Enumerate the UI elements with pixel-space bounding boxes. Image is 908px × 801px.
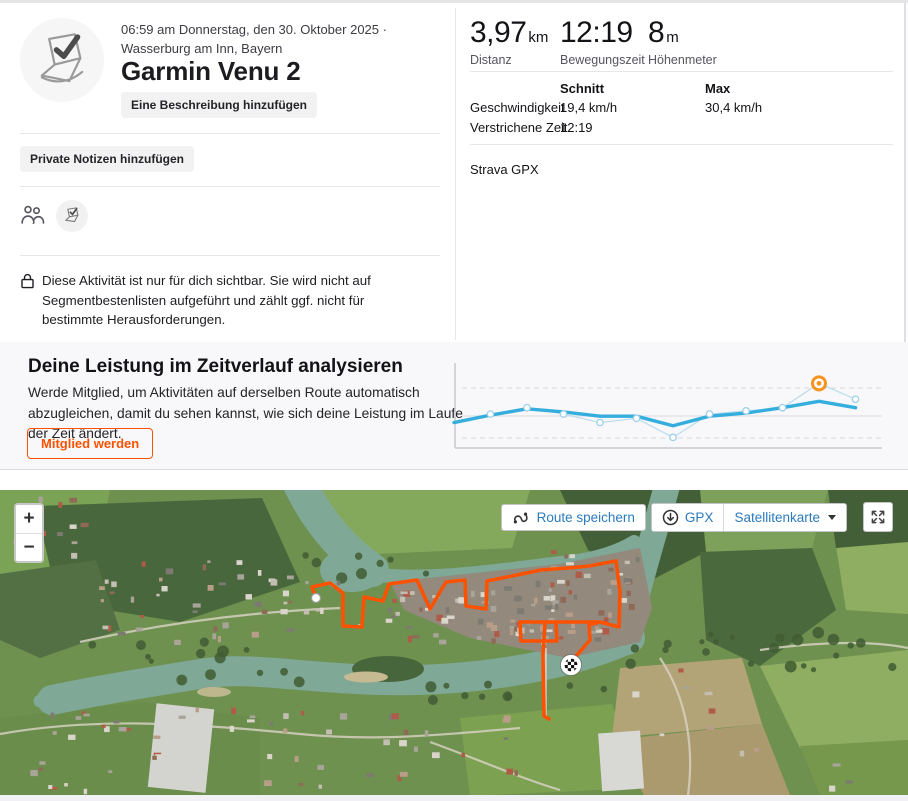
add-description-button[interactable]: Eine Beschreibung hinzufügen <box>121 92 318 118</box>
stat-label: Bewegungszeit <box>560 53 645 67</box>
activity-title: Garmin Venu 2 <box>121 56 301 86</box>
laptop-check-mini-icon <box>65 207 79 223</box>
scrollbar-track[interactable] <box>904 3 906 468</box>
stat-value: 8 <box>648 16 665 49</box>
activity-type-badge[interactable] <box>56 200 88 232</box>
table-header-avg: Schnitt <box>560 81 605 96</box>
top-divider <box>0 0 908 3</box>
route-finish-marker <box>560 654 582 676</box>
fullscreen-button[interactable] <box>863 502 893 532</box>
lock-icon <box>21 273 34 289</box>
stat-value: 12:19 <box>560 16 633 49</box>
row-max: 30,4 km/h <box>705 100 763 115</box>
stat-unit: km <box>528 29 549 46</box>
layer-select-button[interactable]: Satellitenkarte <box>723 503 846 531</box>
privacy-notice: Diese Aktivität ist nur für dich sichtba… <box>20 271 412 330</box>
row-label: Verstrichene Zeit <box>470 120 568 135</box>
privacy-text: Diese Aktivität ist nur für dich sichtba… <box>42 273 371 328</box>
divider <box>20 255 440 256</box>
stat-moving-time: 12:19 Bewegungszeit <box>560 16 648 67</box>
column-divider <box>455 8 456 340</box>
zoom-in-button[interactable]: + <box>16 505 42 533</box>
route-start-marker <box>310 592 322 604</box>
athletes-icon[interactable] <box>20 205 46 227</box>
map-zoom-control: + − <box>14 503 44 563</box>
stat-unit: m <box>666 29 679 46</box>
social-icons-row <box>20 200 88 232</box>
zoom-out-button[interactable]: − <box>16 533 42 561</box>
route-icon <box>513 512 528 523</box>
activity-type-avatar <box>20 18 104 102</box>
row-label: Geschwindigkeit <box>470 100 565 115</box>
divider <box>20 186 440 187</box>
performance-sparkline-chart <box>452 363 882 449</box>
stat-distance: 3,97 km Distanz <box>470 16 560 67</box>
divider <box>20 133 440 134</box>
row-avg: 12:19 <box>560 120 593 135</box>
row-avg: 19,4 km/h <box>560 100 618 115</box>
device-name: Strava GPX <box>470 162 539 177</box>
map-button-group: GPX Satellitenkarte <box>650 502 847 532</box>
page-bottom-strip <box>0 795 908 801</box>
map-toolbar: Route speichern GPX Satellitenkarte <box>500 502 893 532</box>
laptop-check-icon <box>40 33 84 83</box>
save-route-button[interactable]: Route speichern <box>500 503 646 531</box>
gpx-download-button[interactable]: GPX <box>651 503 724 531</box>
route-polyline <box>310 559 622 721</box>
layer-label: Satellitenkarte <box>734 509 820 525</box>
stat-label: Höhenmeter <box>648 53 717 67</box>
add-private-notes-button[interactable]: Private Notizen hinzufügen <box>20 146 195 172</box>
download-icon <box>662 509 679 525</box>
gpx-label: GPX <box>684 509 714 525</box>
table-header-max: Max <box>705 81 731 96</box>
save-route-label: Route speichern <box>536 509 635 525</box>
upsell-title: Deine Leistung im Zeitverlauf analysiere… <box>28 356 403 377</box>
divider <box>470 144 893 145</box>
become-member-button[interactable]: Mitglied werden <box>27 428 154 459</box>
divider <box>470 71 893 72</box>
satellite-map-image <box>0 490 908 795</box>
fullscreen-icon <box>871 510 885 524</box>
route-map[interactable]: + − Route speichern GPX <box>0 490 908 795</box>
stat-label: Distanz <box>470 53 512 67</box>
activity-datetime: 06:59 am Donnerstag, den 30. Oktober 202… <box>121 22 387 56</box>
chevron-down-icon <box>828 514 836 520</box>
stat-value: 3,97 <box>470 16 527 49</box>
upsell-body: Werde Mitglied, um Aktivitäten auf derse… <box>28 385 463 442</box>
